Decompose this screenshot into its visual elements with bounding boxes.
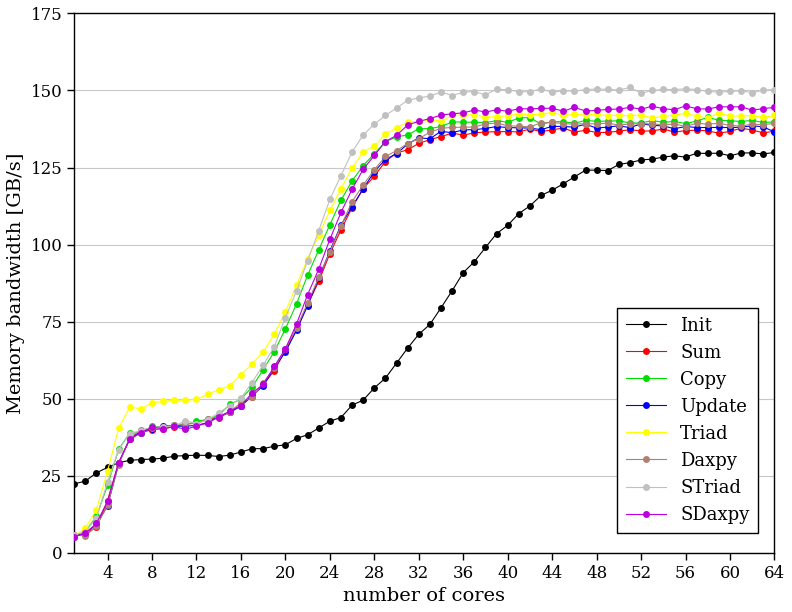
SDaxpy	[681, 102, 691, 110]
Update	[70, 533, 79, 540]
Update	[514, 124, 524, 132]
SDaxpy	[359, 166, 368, 173]
Update	[459, 126, 468, 133]
Triad	[770, 112, 779, 119]
SDaxpy	[70, 533, 79, 540]
Daxpy	[425, 129, 435, 136]
Copy	[459, 118, 468, 125]
Triad	[459, 111, 468, 119]
Update	[770, 129, 779, 136]
STriad	[70, 531, 79, 539]
Daxpy	[770, 120, 779, 127]
Copy	[525, 114, 535, 121]
Line: Daxpy: Daxpy	[70, 119, 778, 539]
Daxpy	[169, 422, 179, 429]
Triad	[414, 118, 424, 125]
SDaxpy	[514, 105, 524, 113]
Daxpy	[547, 119, 557, 126]
Init	[525, 202, 535, 209]
Init	[414, 330, 424, 338]
SDaxpy	[525, 105, 535, 113]
Line: Triad: Triad	[70, 109, 778, 539]
Triad	[514, 110, 524, 118]
STriad	[625, 84, 634, 91]
SDaxpy	[770, 103, 779, 111]
STriad	[359, 132, 368, 139]
Init	[514, 210, 524, 217]
Copy	[70, 532, 79, 540]
Triad	[158, 398, 168, 405]
Init	[359, 397, 368, 404]
Daxpy	[81, 532, 90, 540]
Update	[158, 422, 168, 429]
STriad	[414, 94, 424, 102]
Daxpy	[536, 119, 546, 127]
Daxpy	[525, 123, 535, 130]
Daxpy	[470, 124, 479, 131]
Update	[525, 124, 535, 132]
SDaxpy	[414, 118, 424, 125]
Sum	[770, 127, 779, 135]
Triad	[525, 111, 535, 118]
Update	[359, 185, 368, 192]
Sum	[558, 124, 568, 132]
Daxpy	[70, 531, 79, 539]
Triad	[359, 148, 368, 155]
Line: Update: Update	[70, 121, 778, 540]
Sum	[158, 425, 168, 433]
Daxpy	[370, 166, 379, 173]
SDaxpy	[459, 110, 468, 117]
Copy	[514, 114, 524, 122]
STriad	[514, 88, 524, 95]
Copy	[414, 125, 424, 132]
Init	[70, 480, 79, 488]
STriad	[459, 89, 468, 96]
Y-axis label: Memory bandwidth [GB/s]: Memory bandwidth [GB/s]	[7, 152, 25, 414]
Sum	[459, 132, 468, 139]
Legend: Init, Sum, Copy, Update, Triad, Daxpy, STriad, SDaxpy: Init, Sum, Copy, Update, Triad, Daxpy, S…	[617, 308, 759, 533]
STriad	[525, 88, 535, 95]
Init	[459, 269, 468, 277]
Init	[158, 455, 168, 462]
Line: Init: Init	[70, 149, 778, 487]
Line: SDaxpy: SDaxpy	[70, 102, 778, 540]
Init	[770, 149, 779, 156]
STriad	[158, 423, 168, 430]
Copy	[158, 424, 168, 431]
Line: Copy: Copy	[70, 114, 778, 540]
Line: Sum: Sum	[70, 124, 778, 539]
Copy	[703, 114, 713, 121]
Update	[636, 120, 645, 127]
Sum	[414, 140, 424, 147]
Copy	[359, 162, 368, 170]
Triad	[70, 532, 79, 540]
X-axis label: number of cores: number of cores	[344, 587, 505, 605]
Line: STriad: STriad	[70, 84, 778, 539]
Copy	[770, 118, 779, 125]
Sum	[514, 129, 524, 136]
Sum	[525, 125, 535, 133]
STriad	[770, 86, 779, 93]
Triad	[547, 109, 557, 116]
Update	[414, 134, 424, 141]
Sum	[70, 531, 79, 539]
SDaxpy	[158, 425, 168, 433]
Sum	[359, 185, 368, 192]
